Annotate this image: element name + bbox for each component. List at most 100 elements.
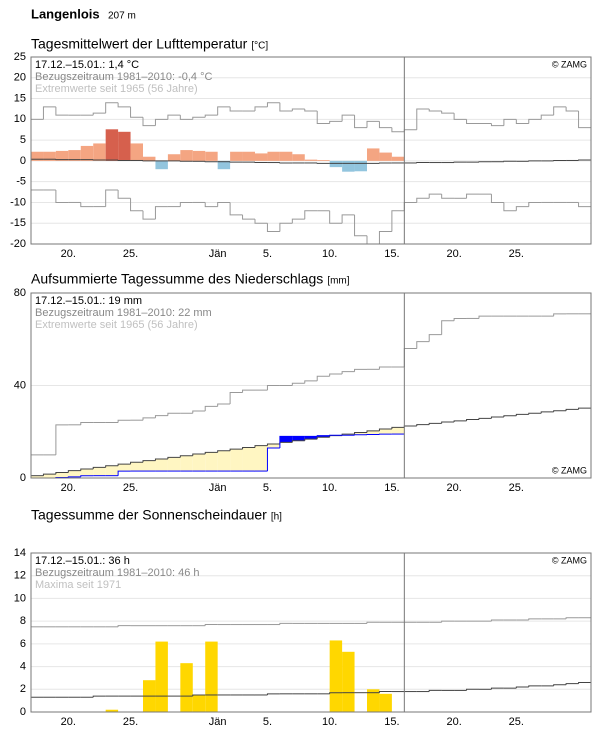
y-tick-label: 14 <box>14 547 26 559</box>
reference-line <box>291 108 305 112</box>
reference-line <box>266 102 280 107</box>
reference-line <box>466 119 479 124</box>
reference-line <box>378 121 392 129</box>
reference-line <box>291 440 305 443</box>
reference-line <box>316 375 330 381</box>
reference-line <box>304 108 318 112</box>
reference-line <box>329 120 343 124</box>
reference-line <box>167 114 181 120</box>
reference-line <box>92 112 106 116</box>
reference-line <box>441 111 455 114</box>
y-tick-label: -10 <box>10 196 26 208</box>
difference-fill <box>217 450 231 472</box>
reference-line <box>515 413 529 416</box>
y-tick-label: 10 <box>14 592 26 604</box>
reference-line <box>515 686 529 689</box>
credit: © ZAMG <box>552 59 587 69</box>
bar <box>292 154 305 161</box>
y-tick-label: 5 <box>20 134 26 146</box>
reference-line <box>553 684 567 686</box>
reference-line <box>565 617 579 619</box>
reference-line <box>117 189 131 199</box>
x-tick-label: 25. <box>509 716 524 728</box>
reference-line <box>316 111 330 124</box>
reference-line <box>515 119 529 124</box>
plot-area <box>31 553 591 712</box>
bar <box>342 160 355 172</box>
difference-fill <box>130 462 143 472</box>
reference-line <box>503 202 517 212</box>
x-tick-label: 25. <box>123 248 138 260</box>
reference-line <box>528 118 542 124</box>
difference-fill <box>192 453 206 472</box>
reference-line <box>466 193 479 199</box>
annotation: 17.12.–15.01.: 36 h <box>35 555 130 567</box>
reference-line <box>428 689 442 692</box>
reference-line <box>55 471 69 475</box>
x-tick-label: Jän <box>209 716 227 728</box>
reference-line <box>565 106 579 112</box>
reference-line <box>117 419 131 423</box>
reference-line <box>366 430 380 433</box>
reference-line <box>55 106 69 116</box>
reference-line <box>279 222 293 232</box>
reference-line <box>391 426 405 429</box>
station-name: Langenlois <box>31 6 100 21</box>
reference-line <box>217 450 231 453</box>
y-tick-label: -15 <box>10 217 26 229</box>
y-tick-label: 0 <box>20 155 26 167</box>
bar <box>143 156 156 161</box>
reference-line <box>80 422 94 425</box>
x-tick-label: 25. <box>123 482 138 494</box>
reference-line <box>179 115 193 120</box>
reference-line <box>291 218 305 224</box>
difference-fill <box>55 472 69 478</box>
reference-line <box>316 436 330 440</box>
bar <box>230 151 243 161</box>
bar <box>379 693 392 712</box>
reference-line <box>80 202 94 208</box>
credit: © ZAMG <box>552 465 587 475</box>
y-tick-label: 0 <box>20 472 26 484</box>
reference-line <box>204 451 218 454</box>
reference-line <box>217 106 231 116</box>
reference-line <box>553 106 567 116</box>
bar <box>217 160 231 170</box>
reference-line <box>266 223 280 233</box>
reference-line <box>130 106 143 118</box>
difference-fill <box>230 449 243 472</box>
x-tick-label: Jän <box>209 482 227 494</box>
plot-frame <box>30 56 592 245</box>
x-tick-label: 25. <box>123 716 138 728</box>
bar <box>267 151 280 161</box>
annotation: 17.12.–15.01.: 1,4 °C <box>35 59 139 71</box>
difference-fill <box>43 474 56 478</box>
reference-line <box>354 431 367 435</box>
reference-line <box>466 688 479 691</box>
reference-line <box>478 417 492 420</box>
reference-line <box>154 206 168 220</box>
reference-line <box>441 620 455 623</box>
reference-line <box>578 202 591 208</box>
chart-unit: [mm] <box>327 276 349 287</box>
reference-line <box>490 416 504 419</box>
reference-line <box>204 114 218 118</box>
reference-line <box>378 231 392 244</box>
reference-line <box>428 108 442 112</box>
reference-line <box>578 681 591 684</box>
cumulative-line <box>117 470 131 476</box>
reference-line <box>55 189 69 203</box>
reference-line <box>204 202 218 208</box>
reference-line <box>341 214 355 224</box>
reference-line <box>478 315 492 319</box>
reference-line <box>229 391 243 404</box>
reference-line <box>229 448 243 451</box>
difference-fill <box>143 460 156 472</box>
x-tick-label: 25. <box>509 482 524 494</box>
reference-line <box>453 420 467 423</box>
x-tick-label: 5. <box>263 482 272 494</box>
y-tick-label: 4 <box>20 660 26 672</box>
bar <box>68 150 81 161</box>
reference-line <box>130 198 143 212</box>
difference-fill <box>167 457 181 472</box>
